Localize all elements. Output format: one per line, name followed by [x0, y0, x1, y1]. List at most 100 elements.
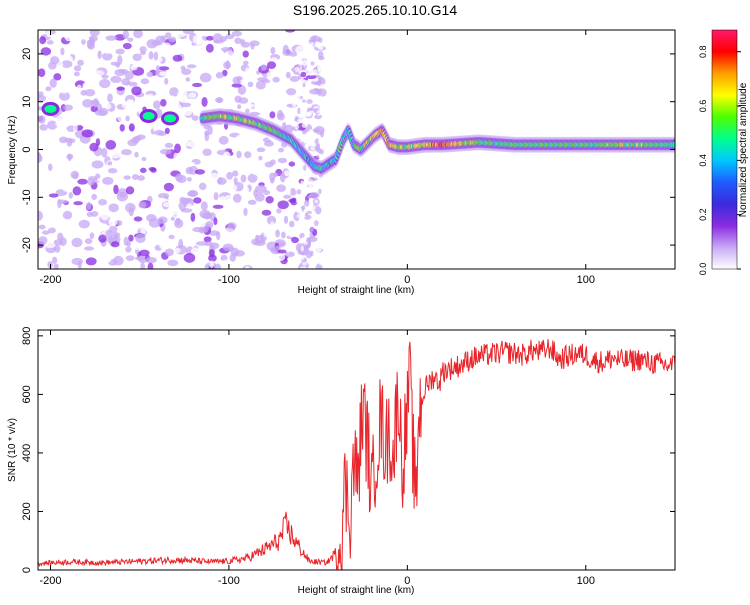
spectrogram-noise-cell	[309, 250, 314, 257]
spectrogram-noise-cell	[223, 151, 231, 159]
spectrogram-noise-cell	[109, 225, 118, 234]
spectrogram-noise-cell	[319, 117, 324, 124]
colorbar-tick-label: 0.8	[698, 45, 708, 58]
spectrogram-noise-cell	[302, 261, 307, 266]
spectrogram-noise-cell	[64, 31, 74, 42]
spectrogram-noise-cell	[164, 142, 174, 149]
spectrogram-noise-cell	[318, 258, 323, 266]
snr-y-tick-label: 600	[21, 385, 33, 403]
spectrogram-noise-cell	[256, 226, 263, 236]
spectrogram-noise-cell	[91, 193, 97, 201]
spectrogram-noise-cell	[296, 189, 302, 195]
spectrogram-noise-cell	[125, 202, 136, 213]
spectrogram-noise-cell	[100, 132, 106, 138]
spectrogram-noise-cell	[311, 177, 318, 181]
spectrogram-noise-cell	[233, 177, 238, 185]
spectrogram-noise-cell	[173, 104, 182, 111]
spectrogram-noise-cell	[264, 140, 274, 147]
spectrogram-noise-cell	[279, 76, 285, 87]
spectrogram-noise-cell	[159, 71, 168, 77]
spectrogram-noise-cell	[317, 231, 324, 239]
spectrogram-noise-cell	[45, 86, 52, 92]
spectrogram-noise-cell	[145, 256, 157, 264]
spectrogram-noise-cell	[308, 173, 316, 177]
snr-x-axis-label: Height of straight line (km)	[298, 585, 415, 596]
spectrogram-noise-cell	[212, 204, 224, 209]
spectrogram-noise-cell	[276, 254, 286, 261]
spectrogram-noise-cell	[274, 139, 282, 147]
spectrogram-noise-cell	[229, 253, 236, 262]
spectrogram-noise-cell	[210, 143, 222, 153]
spectrogram-noise-cell	[300, 71, 307, 78]
spectrogram-noise-cell	[85, 257, 97, 266]
spectrogram-noise-cell	[38, 110, 42, 117]
spectrogram-noise-cell	[295, 98, 301, 104]
spectrogram-noise-cell	[168, 36, 177, 43]
spectrogram-noise-cell	[260, 64, 267, 71]
spectrogram-noise-cell	[285, 71, 291, 79]
spectrogram-noise-cell	[183, 252, 196, 263]
spectrogram-noise-cell	[225, 98, 230, 109]
spectrogram-noise-cell	[97, 87, 104, 97]
spectrogram-noise-cell	[282, 49, 292, 56]
spectrogram-noise-cell	[47, 227, 56, 234]
spectrogram-noise-cell	[252, 170, 261, 176]
spectrogram-noise-cell	[89, 30, 100, 37]
spectrogram-noise-cell	[116, 220, 123, 226]
spectrogram-noise-cell	[215, 263, 222, 269]
spectrogram-noise-cell	[98, 40, 105, 51]
snr-y-axis-label: SNR (10 * v/v)	[7, 418, 18, 482]
spectrogram-noise-cell	[180, 208, 193, 213]
snr-y-tick-label: 200	[21, 502, 33, 520]
spectrogram-noise-cell	[58, 91, 70, 101]
colorbar-tick-label: 0.2	[698, 208, 708, 221]
spectrogram-noise-cell	[38, 262, 43, 268]
spectrogram-noise-cell	[174, 247, 181, 254]
spectrogram-noise-cell	[63, 243, 75, 251]
colorbar-frame	[711, 29, 738, 270]
spectrogram-noise-cell	[40, 189, 51, 196]
spectrogram-noise-cell	[157, 66, 170, 71]
spectrogram-noise-cell	[232, 193, 242, 203]
spectrogram-noise-cell	[249, 150, 258, 155]
spectrogram-noise-cell	[73, 65, 82, 72]
spectrogram-noise-cell	[214, 157, 223, 167]
spectrogram-noise-cell	[317, 65, 321, 71]
spectrogram-y-axis-label: Frequency (Hz)	[7, 116, 18, 185]
spectrogram-noise-cell	[306, 210, 312, 215]
spectrogram-noise-cell	[285, 251, 295, 258]
spectrogram-noise-cell	[284, 30, 296, 33]
spectrogram-noise-cell	[86, 39, 94, 49]
spectrogram-noise-cell	[313, 244, 322, 253]
spectrogram-noise-cell	[240, 41, 251, 48]
spectrogram-noise-cell	[98, 234, 107, 243]
spectrogram-noise-cell	[119, 124, 125, 132]
spectrogram-noise-cell	[232, 233, 238, 242]
spectrogram-noise-cell	[69, 119, 82, 127]
spectrogram-noise-cell	[124, 71, 134, 80]
spectrogram-noise-cell	[319, 149, 324, 155]
spectrogram-noise-cell	[271, 36, 278, 43]
spectrogram-noise-cell	[217, 77, 227, 88]
spectrogram-noise-cell	[38, 210, 43, 221]
spectrogram-noise-cell	[67, 153, 72, 162]
spectrogram-noise-cell	[121, 101, 129, 109]
spectrogram-noise-cell	[247, 81, 254, 88]
spectrogram-noise-cell	[73, 124, 78, 133]
spectrogram-noise-cell	[297, 107, 301, 115]
spectrogram-noise-cell	[119, 211, 128, 219]
spectrogram-noise-cell	[215, 72, 224, 79]
spectrogram-y-tick-label: -20	[21, 237, 33, 253]
spectrogram-noise-cell	[139, 167, 147, 174]
spectrogram-noise-cell	[302, 99, 306, 103]
spectrogram-noise-cell	[209, 260, 214, 268]
spectrogram-noise-cell	[310, 205, 317, 211]
spectrogram-noise-cell	[296, 207, 303, 214]
spectrogram-noise-cell	[89, 232, 95, 239]
spectrogram-noise-cell	[195, 66, 204, 74]
spectrogram-noise-cell	[254, 192, 265, 202]
spectrogram-noise-cell	[92, 70, 105, 77]
spectrogram-noise-cell	[288, 161, 296, 167]
spectrogram-noise-cell	[114, 249, 122, 256]
spectrogram-noise-cell	[163, 182, 174, 192]
